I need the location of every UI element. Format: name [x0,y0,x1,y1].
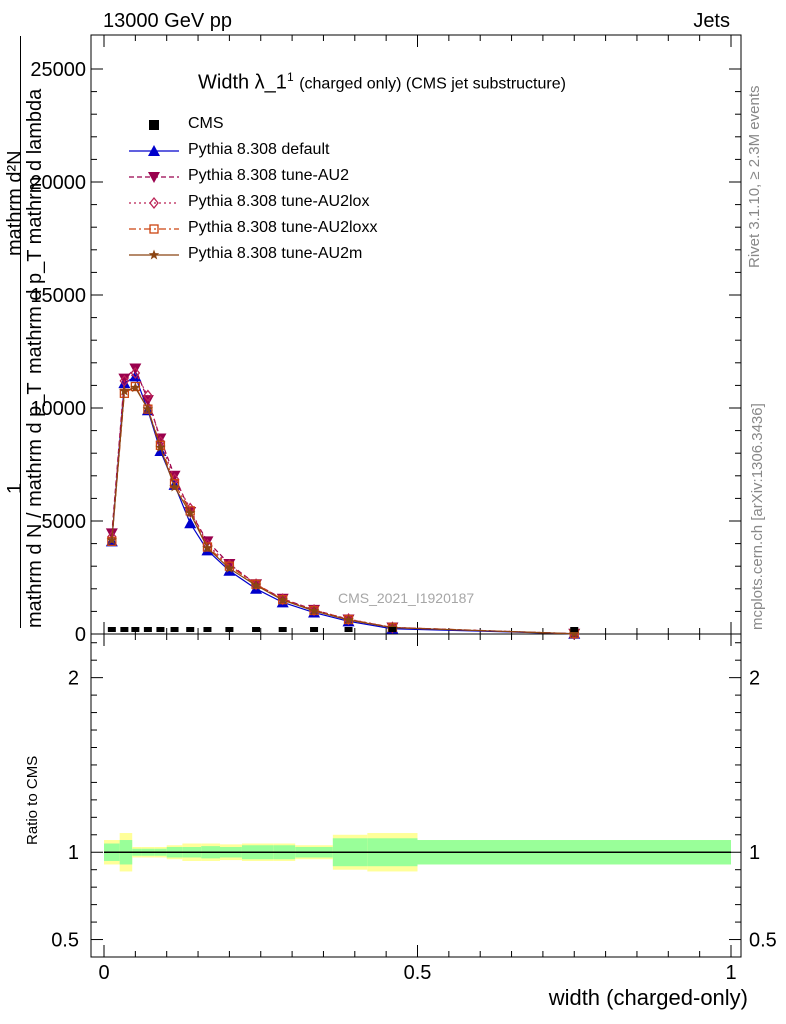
cms-data-point [156,627,165,632]
series-point-5 [343,614,354,625]
ratio-ytick-label: 1 [68,842,79,864]
cms-data-point [278,627,287,632]
cms-data-point [388,627,397,632]
legend: CMS Pythia 8.308 default Pythia 8.308 tu… [120,113,440,273]
series-point-5 [106,534,118,545]
cms-data-point [131,627,140,632]
ratio-ytick-label-right: 0.5 [749,930,777,952]
legend-label-au2: Pythia 8.308 tune-AU2 [188,167,349,184]
cms-data-point [143,627,152,632]
chart-title-rest: (charged only) (CMS jet substructure) [299,75,566,93]
ratio-xtick-label: 0.5 [404,962,432,984]
series-point-5 [308,605,320,616]
cms-data-point [186,627,195,632]
ratio-ytick-label-right: 2 [749,668,760,690]
cms-data-point [120,627,129,632]
main-ytick-label: 10000 [30,398,86,420]
legend-marker-3 [149,196,159,210]
legend-label-default: Pythia 8.308 default [188,141,330,158]
analysis-watermark: CMS_2021_I1920187 [338,590,475,606]
main-ytick-label: 20000 [30,172,86,194]
legend-label-au2m: Pythia 8.308 tune-AU2m [188,245,363,262]
series-point-5 [569,628,580,639]
series-point-2 [168,470,181,482]
cms-data-point [203,627,212,632]
legend-marker-4 [149,224,159,234]
cms-data-point [252,627,261,632]
legend-label-cms: CMS [188,115,224,132]
legend-label-au2lox: Pythia 8.308 tune-AU2lox [188,193,370,210]
series-point-3 [143,389,153,402]
legend-marker-0 [149,120,159,130]
series-point-5 [202,542,213,553]
chart-title-main: Width λ_1 [198,71,287,94]
ratio-ytick-label-right: 1 [749,842,760,864]
main-ytick-label: 25000 [30,59,86,81]
cms-data-point [107,627,116,632]
series-point-5 [250,579,262,590]
series-point-5 [155,442,166,452]
series-point-1 [184,517,197,529]
ratio-plot-frame [90,633,742,958]
series-point-3 [387,621,398,634]
main-ytick-label: 5000 [42,511,87,533]
main-ylabel-line2: mathrm d p_T mathrm d lambda [24,88,46,374]
series-point-5 [184,507,196,518]
cms-data-point [310,627,319,632]
series-point-2 [118,373,131,385]
chart-title-sup: 1 [286,70,294,84]
ratio-xlabel: width (charged-only) [548,985,748,1010]
chart-title: Width λ_11 (charged only) (CMS jet subst… [198,70,566,95]
legend-marker-2 [148,172,160,183]
header-energy-label: 13000 GeV pp [103,10,232,32]
ratio-xtick-label: 0 [98,962,109,984]
ratio-ytick-label: 2 [68,668,79,690]
legend-marker-5 [148,249,160,260]
main-ytick-label: 15000 [30,285,86,307]
ratio-ytick-label: 0.5 [51,930,79,952]
main-ylabel-fraction-bar [20,36,21,628]
legend-label-au2loxx: Pythia 8.308 tune-AU2loxx [188,219,378,236]
ratio-ylabel: Ratio to CMS [24,755,41,845]
series-point-5 [277,594,288,605]
mcplots-text: mcplots.cern.ch [arXiv:1306.3436] [749,403,766,630]
cms-data-point [225,627,234,632]
series-point-5 [169,481,180,492]
rivet-version-text: Rivet 3.1.10, ≥ 2.3M events [746,85,763,269]
legend-marker-1 [148,145,160,156]
main-ylabel-line4: mathrm d N / mathrm d p_T [24,382,46,628]
header-jets-label: Jets [693,10,730,32]
series-point-5 [224,562,235,573]
ratio-xtick-label: 1 [725,962,736,984]
main-ytick-label: 0 [75,624,86,646]
cms-data-point [570,627,579,632]
series-point-3 [130,366,141,380]
cms-data-point [344,627,353,632]
series-point-1 [154,444,167,456]
series-point-5 [142,403,154,414]
cms-data-point [170,627,179,632]
series-point-5 [130,382,141,393]
series-point-5 [119,385,130,396]
